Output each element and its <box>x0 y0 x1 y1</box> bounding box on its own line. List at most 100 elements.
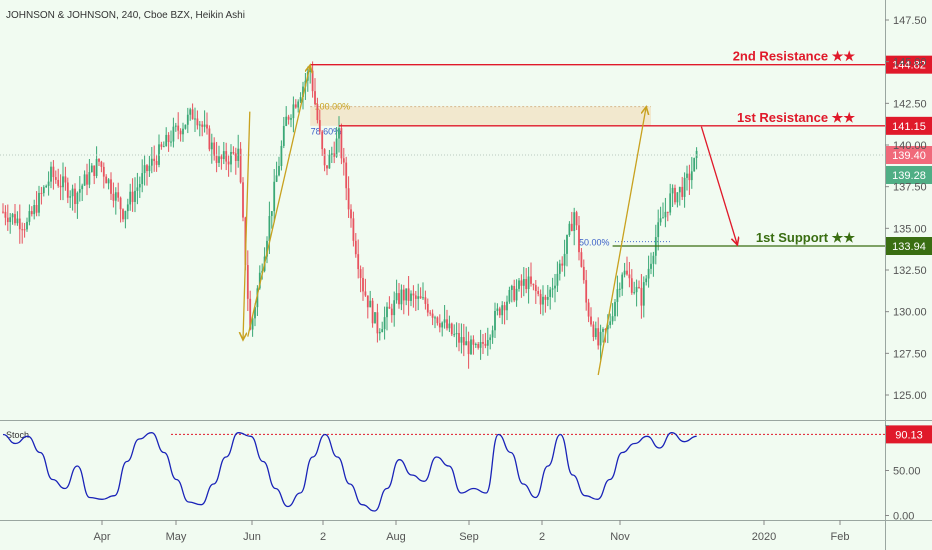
osc-tick-label: 50.00 <box>893 466 921 478</box>
projection-lines <box>243 65 737 376</box>
candle-body <box>23 229 26 231</box>
candle-body <box>419 296 422 299</box>
candle-body <box>395 293 398 301</box>
candle-body <box>254 307 256 319</box>
candle-body <box>453 334 456 336</box>
candle-body <box>443 319 446 323</box>
candle-body <box>450 323 453 335</box>
time-tick-label: 2 <box>320 531 326 543</box>
candle-body <box>578 225 580 253</box>
candle-body <box>364 291 367 296</box>
candle-body <box>683 177 686 197</box>
candle-body <box>405 288 408 301</box>
candle-body <box>83 174 86 186</box>
candle-body <box>222 151 225 160</box>
candle-body <box>201 124 204 127</box>
candle-body <box>150 158 153 166</box>
candle-body <box>40 192 43 194</box>
candle-body <box>234 153 237 161</box>
level-price-text: 141.15 <box>892 121 926 133</box>
candle-body <box>242 182 244 218</box>
stochastic-pane: Stoch 90.13 <box>2 425 932 512</box>
time-tick-label: Jun <box>243 531 261 543</box>
candle-body <box>542 296 544 305</box>
candle-body <box>695 150 698 159</box>
candle-body <box>66 182 69 198</box>
candle-body <box>153 158 156 162</box>
candle-body <box>122 209 124 220</box>
candle-body <box>398 293 400 305</box>
candle-body <box>33 204 36 215</box>
candle-body <box>446 319 448 329</box>
candle-body <box>494 310 496 331</box>
candle-body <box>441 322 444 328</box>
candle-body <box>11 214 14 218</box>
candle-body <box>431 313 434 318</box>
candle-body <box>206 124 208 129</box>
candle-body <box>6 217 9 223</box>
candle-body <box>42 187 45 194</box>
fib-label-100: 100.00% <box>315 102 351 112</box>
candle-body <box>16 218 19 224</box>
price-tick-label: 127.50 <box>893 348 927 360</box>
candle-body <box>198 124 201 126</box>
candle-body <box>657 222 660 238</box>
projection-line <box>597 107 646 376</box>
candle-body <box>182 128 184 135</box>
candle-body <box>45 185 48 188</box>
candle-body <box>184 124 187 129</box>
candle-body <box>220 156 223 160</box>
candle-body <box>69 196 72 198</box>
candle-body <box>537 291 540 294</box>
candle-body <box>54 177 57 180</box>
candle-body <box>26 221 28 230</box>
level-price-badge <box>886 237 932 255</box>
candle-body <box>479 342 482 348</box>
candle-body <box>465 341 468 346</box>
candle-body <box>496 308 499 311</box>
last-price-text: 139.40 <box>892 150 926 162</box>
candle-body <box>328 154 331 169</box>
osc-tick-label: 0.00 <box>893 511 914 523</box>
candle-body <box>280 145 283 166</box>
candle-body <box>604 329 607 331</box>
candle-body <box>98 158 100 162</box>
candle-body <box>458 333 460 343</box>
candle-body <box>35 204 38 213</box>
level-label: 1st Support ★★ <box>756 230 855 245</box>
candle-body <box>688 173 691 181</box>
candle-body <box>594 328 597 338</box>
candle-body <box>117 192 120 198</box>
candle-body <box>558 263 561 274</box>
candle-body <box>210 142 213 150</box>
candle-body <box>599 331 602 346</box>
candle-body <box>400 289 403 305</box>
candle-body <box>146 165 148 172</box>
candle-body <box>251 318 254 330</box>
candle-body <box>323 149 326 166</box>
projection-line <box>247 65 310 337</box>
candle-body <box>522 279 525 286</box>
candle-body <box>609 321 612 326</box>
candle-body <box>659 218 662 223</box>
current-price-badge <box>886 166 932 184</box>
candle-body <box>544 296 547 300</box>
fib-label-50: 50.00% <box>579 238 610 248</box>
fib-zone-box <box>310 106 651 126</box>
candle-body <box>491 330 494 338</box>
last-price-badge <box>886 146 932 164</box>
candle-body <box>345 162 348 189</box>
candle-body <box>208 128 211 150</box>
candle-body <box>143 165 146 174</box>
time-tick-label: Sep <box>459 531 479 543</box>
candle-body <box>563 253 566 266</box>
fib-zone: 100.00% 78.60% 50.00% <box>310 102 671 248</box>
candle-body <box>90 165 93 173</box>
level-lines: 2nd Resistance ★★ 144.82 1st Resistance ★★… <box>0 49 932 255</box>
candle-body <box>86 174 88 185</box>
candle-body <box>9 217 12 223</box>
candle-body <box>489 337 492 341</box>
candle-body <box>203 124 206 127</box>
candle-body <box>647 268 650 279</box>
